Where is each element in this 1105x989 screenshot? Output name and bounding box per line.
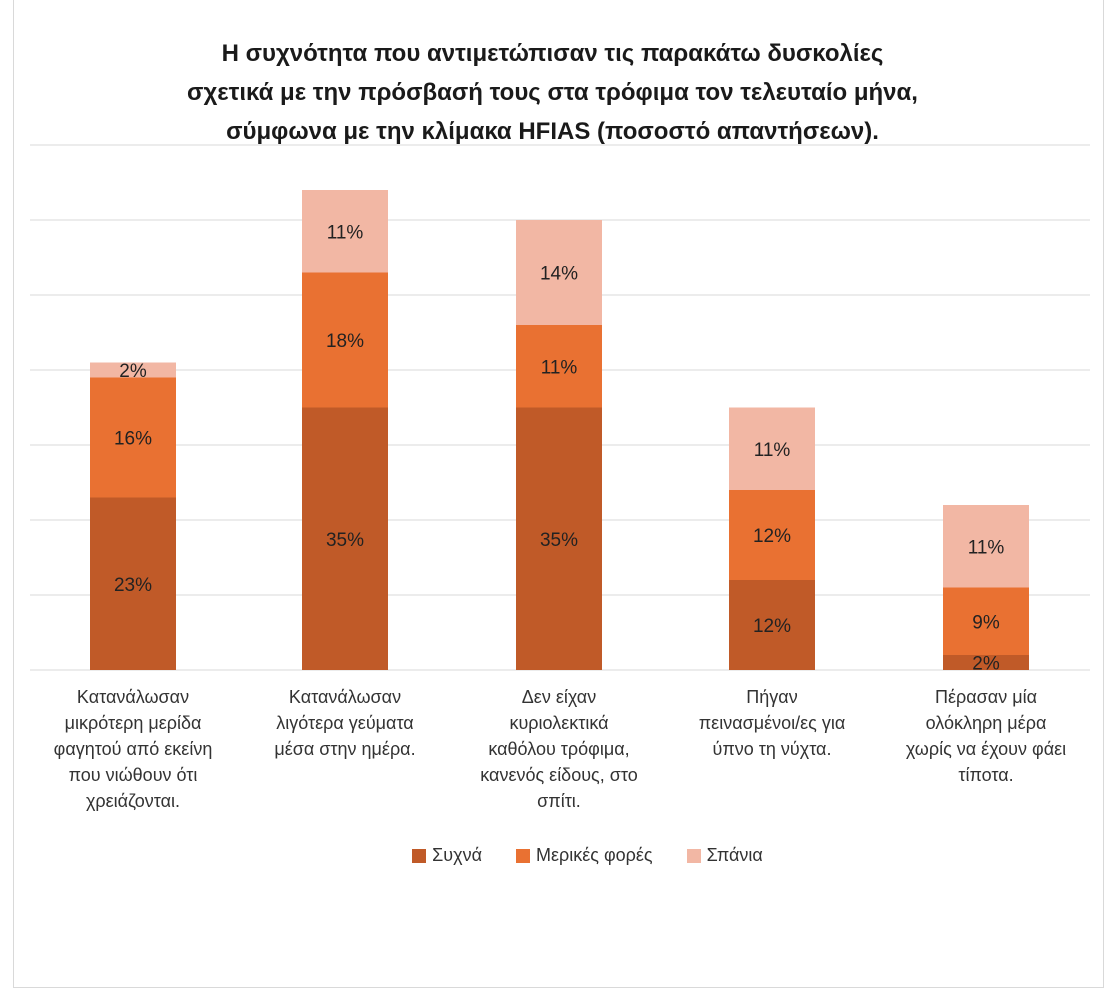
category-label: μικρότερη μερίδα — [65, 713, 202, 733]
bar-segment-sometimes — [729, 490, 815, 580]
chart-title: Η συχνότητα που αντιμετώπισαν τις παρακά… — [0, 34, 1105, 151]
bar-segment-often — [729, 580, 815, 670]
category-label: Κατανάλωσαν — [289, 687, 401, 707]
data-label-often: 23% — [114, 575, 152, 596]
data-label-often: 2% — [972, 654, 1000, 675]
bar-segment-often — [943, 655, 1029, 670]
category-label: πεινασμένοι/ες για — [699, 713, 845, 733]
data-label-rarely: 2% — [119, 361, 147, 382]
legend-label-often: Συχνά — [432, 845, 482, 865]
bar-segment-often — [90, 497, 176, 670]
category-label: Πήγαν — [746, 687, 797, 707]
data-label-often: 35% — [326, 530, 364, 551]
legend-item-sometimes: Μερικές φορές — [516, 845, 653, 866]
data-label-sometimes: 12% — [753, 526, 791, 547]
category-label: Πέρασαν μία — [935, 687, 1037, 707]
category-label: Κατανάλωσαν — [77, 687, 189, 707]
category-labels: Κατανάλωσαν μικρότερη μερίδα φαγητού από ε… — [54, 687, 1067, 811]
data-label-rarely: 11% — [968, 537, 1005, 558]
legend-item-rarely: Σπάνια — [686, 845, 763, 866]
category-label: καθόλου τρόφιμα, — [488, 739, 629, 759]
data-label-rarely: 11% — [754, 440, 791, 461]
bar-segment-sometimes — [943, 587, 1029, 655]
category-label: χωρίς να έχουν φάει — [906, 739, 1066, 759]
data-label-often: 35% — [540, 530, 578, 551]
bar-segment-sometimes — [302, 272, 388, 408]
bar-segment-rarely — [302, 190, 388, 273]
chart-title-line-1: Η συχνότητα που αντιμετώπισαν τις παρακά… — [221, 40, 884, 67]
bar-segment-rarely — [943, 505, 1029, 588]
data-label-often: 12% — [753, 616, 791, 637]
legend-item-often: Συχνά — [412, 845, 482, 866]
data-label-sometimes: 11% — [541, 357, 578, 378]
legend-swatch-rarely — [686, 848, 701, 863]
data-label-rarely: 11% — [327, 222, 364, 243]
bar-segment-rarely — [516, 220, 602, 325]
chart-title-line-3: σύμφωνα με την κλίμακα HFIAS (ποσοστό απ… — [226, 118, 879, 145]
category-label: τίποτα. — [958, 765, 1013, 785]
bar-segment-rarely — [90, 362, 176, 378]
category-label: ολόκληρη μέρα — [926, 713, 1047, 733]
legend: Συχνά Μερικές φορές Σπάνια — [0, 845, 1105, 866]
bar-segment-often — [516, 407, 602, 670]
category-label: Δεν είχαν — [522, 687, 596, 707]
legend-swatch-sometimes — [516, 848, 530, 863]
category-label: κανενός είδους, στο — [480, 765, 637, 785]
data-label-rarely: 14% — [540, 264, 578, 285]
legend-swatch-often — [412, 848, 427, 863]
category-label: που νιώθουν ότι — [69, 765, 198, 785]
legend-label-sometimes: Μερικές φορές — [536, 845, 653, 865]
legend-label-rarely: Σπάνια — [706, 845, 763, 865]
category-label: κυριολεκτικά — [509, 713, 608, 733]
bars — [90, 190, 1029, 670]
data-label-sometimes: 16% — [114, 429, 152, 450]
bar-segment-sometimes — [90, 377, 176, 498]
bar-segment-rarely — [729, 407, 815, 490]
bar-segment-often — [302, 407, 388, 670]
category-label: χρειάζονται. — [86, 791, 180, 811]
data-label-sometimes: 18% — [326, 331, 364, 352]
category-label: ύπνο τη νύχτα. — [713, 739, 832, 759]
category-label: λιγότερα γεύματα — [276, 713, 413, 733]
data-label-sometimes: 9% — [972, 612, 1000, 633]
bar-segment-sometimes — [516, 325, 602, 408]
category-label: φαγητού από εκείνη — [54, 739, 213, 759]
category-label: μέσα στην ημέρα. — [274, 739, 415, 759]
chart-title-line-2: σχετικά με την πρόσβασή τους στα τρόφιμα… — [187, 79, 918, 106]
category-label: σπίτι. — [537, 791, 581, 811]
data-labels: 23% 16% 2% 35% 18% 11% 35% 11% 14% 12% 12% 11% 2% 9% 1… — [114, 222, 1004, 674]
